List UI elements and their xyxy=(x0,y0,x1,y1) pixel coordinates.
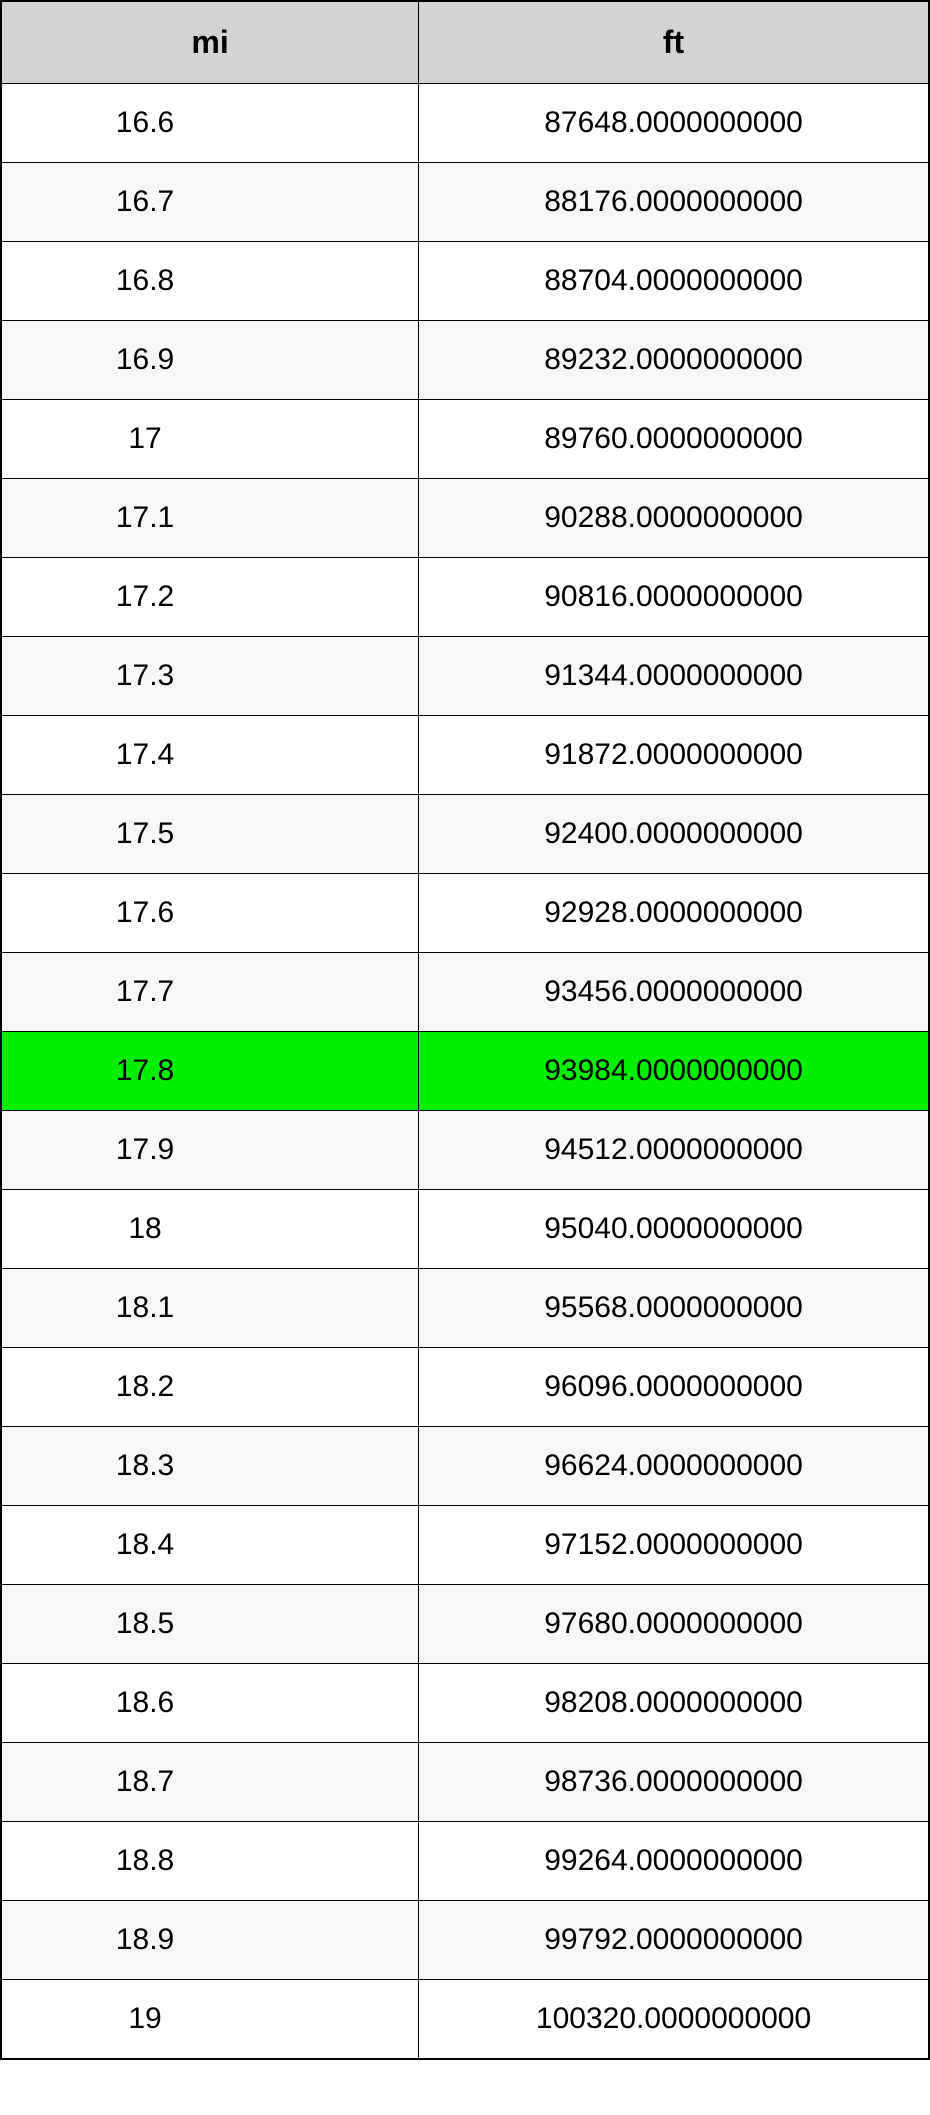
cell-mi: 19 xyxy=(1,1980,419,2060)
table-row: 18.798736.0000000000 xyxy=(1,1743,929,1822)
table-row: 17.692928.0000000000 xyxy=(1,874,929,953)
table-row: 17.491872.0000000000 xyxy=(1,716,929,795)
cell-ft: 100320.0000000000 xyxy=(419,1980,929,2060)
table-row: 19100320.0000000000 xyxy=(1,1980,929,2060)
table-row: 17.290816.0000000000 xyxy=(1,558,929,637)
table-row: 16.989232.0000000000 xyxy=(1,321,929,400)
cell-ft: 91344.0000000000 xyxy=(419,637,929,716)
cell-ft: 96624.0000000000 xyxy=(419,1427,929,1506)
table-row: 1789760.0000000000 xyxy=(1,400,929,479)
table-row: 17.994512.0000000000 xyxy=(1,1111,929,1190)
cell-ft: 87648.0000000000 xyxy=(419,84,929,163)
table-row: 17.893984.0000000000 xyxy=(1,1032,929,1111)
cell-mi: 17.8 xyxy=(1,1032,419,1111)
cell-mi: 17.2 xyxy=(1,558,419,637)
cell-ft: 95568.0000000000 xyxy=(419,1269,929,1348)
cell-ft: 90288.0000000000 xyxy=(419,479,929,558)
cell-mi: 17.3 xyxy=(1,637,419,716)
cell-mi: 17.9 xyxy=(1,1111,419,1190)
cell-ft: 89232.0000000000 xyxy=(419,321,929,400)
cell-mi: 17.4 xyxy=(1,716,419,795)
cell-mi: 18.3 xyxy=(1,1427,419,1506)
table-row: 18.597680.0000000000 xyxy=(1,1585,929,1664)
table-header-row: mi ft xyxy=(1,1,929,84)
cell-mi: 17 xyxy=(1,400,419,479)
conversion-table: mi ft 16.687648.000000000016.788176.0000… xyxy=(0,0,930,2060)
cell-ft: 90816.0000000000 xyxy=(419,558,929,637)
cell-mi: 18.4 xyxy=(1,1506,419,1585)
column-header-ft: ft xyxy=(419,1,929,84)
table-row: 18.698208.0000000000 xyxy=(1,1664,929,1743)
table-row: 1895040.0000000000 xyxy=(1,1190,929,1269)
cell-mi: 17.5 xyxy=(1,795,419,874)
cell-ft: 98208.0000000000 xyxy=(419,1664,929,1743)
cell-ft: 94512.0000000000 xyxy=(419,1111,929,1190)
table-row: 17.190288.0000000000 xyxy=(1,479,929,558)
cell-ft: 92928.0000000000 xyxy=(419,874,929,953)
cell-mi: 18.9 xyxy=(1,1901,419,1980)
cell-mi: 18 xyxy=(1,1190,419,1269)
cell-ft: 96096.0000000000 xyxy=(419,1348,929,1427)
table-row: 16.888704.0000000000 xyxy=(1,242,929,321)
cell-mi: 18.7 xyxy=(1,1743,419,1822)
cell-mi: 17.1 xyxy=(1,479,419,558)
cell-ft: 99264.0000000000 xyxy=(419,1822,929,1901)
cell-mi: 16.7 xyxy=(1,163,419,242)
table-row: 18.296096.0000000000 xyxy=(1,1348,929,1427)
table-row: 18.195568.0000000000 xyxy=(1,1269,929,1348)
table-row: 16.788176.0000000000 xyxy=(1,163,929,242)
cell-mi: 18.6 xyxy=(1,1664,419,1743)
table-row: 17.592400.0000000000 xyxy=(1,795,929,874)
table-body: 16.687648.000000000016.788176.0000000000… xyxy=(1,84,929,2060)
cell-ft: 89760.0000000000 xyxy=(419,400,929,479)
cell-mi: 16.9 xyxy=(1,321,419,400)
table-row: 18.396624.0000000000 xyxy=(1,1427,929,1506)
table-row: 16.687648.0000000000 xyxy=(1,84,929,163)
cell-mi: 18.5 xyxy=(1,1585,419,1664)
cell-mi: 18.8 xyxy=(1,1822,419,1901)
cell-ft: 99792.0000000000 xyxy=(419,1901,929,1980)
cell-ft: 98736.0000000000 xyxy=(419,1743,929,1822)
cell-mi: 17.6 xyxy=(1,874,419,953)
cell-mi: 18.1 xyxy=(1,1269,419,1348)
cell-mi: 18.2 xyxy=(1,1348,419,1427)
table-row: 17.793456.0000000000 xyxy=(1,953,929,1032)
cell-mi: 16.8 xyxy=(1,242,419,321)
cell-ft: 95040.0000000000 xyxy=(419,1190,929,1269)
cell-ft: 93456.0000000000 xyxy=(419,953,929,1032)
cell-ft: 97152.0000000000 xyxy=(419,1506,929,1585)
cell-mi: 17.7 xyxy=(1,953,419,1032)
cell-mi: 16.6 xyxy=(1,84,419,163)
table-row: 18.999792.0000000000 xyxy=(1,1901,929,1980)
cell-ft: 88704.0000000000 xyxy=(419,242,929,321)
cell-ft: 91872.0000000000 xyxy=(419,716,929,795)
table-row: 18.497152.0000000000 xyxy=(1,1506,929,1585)
table-row: 17.391344.0000000000 xyxy=(1,637,929,716)
cell-ft: 93984.0000000000 xyxy=(419,1032,929,1111)
cell-ft: 88176.0000000000 xyxy=(419,163,929,242)
cell-ft: 92400.0000000000 xyxy=(419,795,929,874)
column-header-mi: mi xyxy=(1,1,419,84)
cell-ft: 97680.0000000000 xyxy=(419,1585,929,1664)
table-row: 18.899264.0000000000 xyxy=(1,1822,929,1901)
